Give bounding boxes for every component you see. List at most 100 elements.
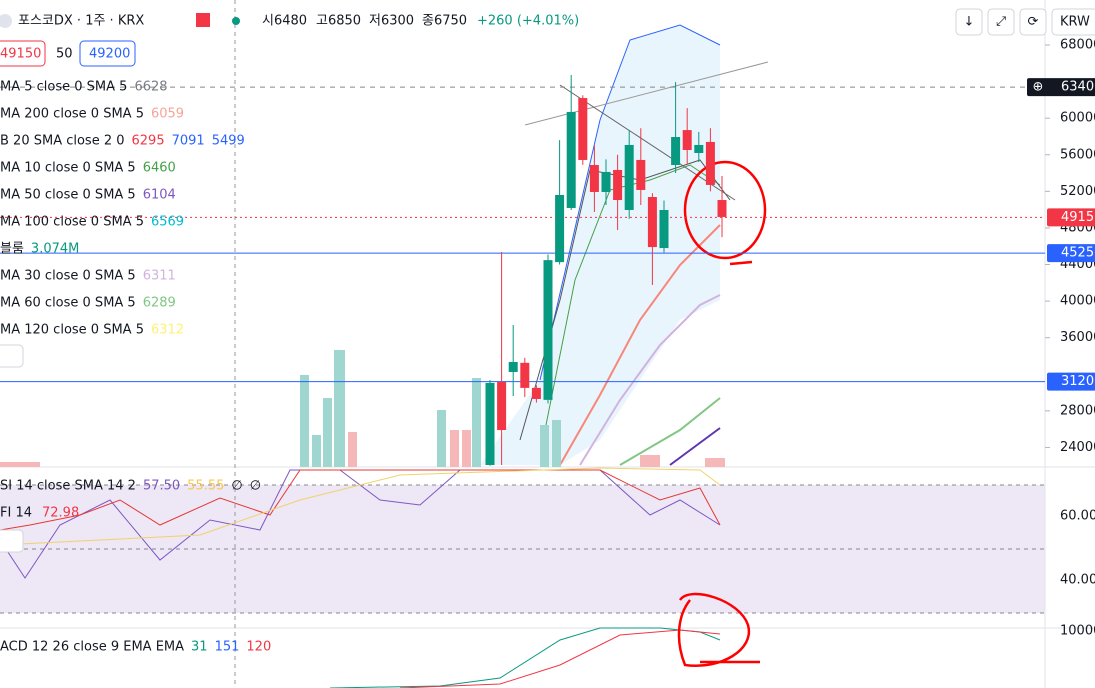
legend-value: 6311 bbox=[143, 269, 176, 284]
legend-value: 151 bbox=[215, 640, 240, 655]
candle-body bbox=[671, 137, 681, 165]
buy-button[interactable] bbox=[79, 40, 136, 67]
candle-body bbox=[624, 144, 634, 210]
legend-label: MA 60 close 0 SMA 5 bbox=[0, 296, 136, 311]
button[interactable] bbox=[1019, 8, 1047, 36]
candle-body bbox=[613, 169, 623, 201]
price-tag bbox=[1027, 78, 1095, 97]
legend-value: 6104 bbox=[143, 188, 176, 203]
legend-label: MA 120 close 0 SMA 5 bbox=[0, 323, 144, 338]
legend-value: 55.55 bbox=[187, 479, 224, 494]
legend-value: 6312 bbox=[151, 323, 184, 338]
candle-body bbox=[694, 144, 704, 154]
y-tick-label: 60000 bbox=[1060, 111, 1095, 126]
rsi-label: SI 14 close SMA 14 2 bbox=[0, 479, 136, 494]
logo bbox=[0, 14, 12, 28]
macd-signal bbox=[399, 629, 721, 688]
candle-body bbox=[705, 141, 715, 185]
icon: ⊕ bbox=[1033, 80, 1044, 95]
ma-line bbox=[559, 224, 721, 466]
y-tick-label: 28000 bbox=[1060, 403, 1095, 418]
price-tag-label: 31200 bbox=[1061, 374, 1095, 389]
flag[interactable] bbox=[196, 13, 210, 27]
collapse-button[interactable] bbox=[0, 344, 24, 368]
candle-body bbox=[520, 362, 530, 388]
currency: KRW bbox=[1060, 15, 1090, 30]
macd-label: ACD 12 26 close 9 EMA EMA bbox=[0, 640, 184, 655]
legend-value: 3.074M bbox=[31, 242, 79, 257]
ma-line bbox=[619, 397, 721, 466]
toolbar bbox=[955, 8, 1095, 36]
y-tick-label: 68000 bbox=[1060, 37, 1095, 52]
ohlc-low: 저6300 bbox=[369, 14, 414, 29]
ma-line bbox=[669, 427, 721, 466]
currency-select[interactable] bbox=[1051, 8, 1095, 36]
rsi-tick: 60.00 bbox=[1060, 509, 1095, 524]
trendline bbox=[524, 61, 769, 126]
symbol: 포스코DX · 1주 · KRX bbox=[18, 14, 144, 29]
legend-label: MA 100 close 0 SMA 5 bbox=[0, 215, 144, 230]
legend-value: 6460 bbox=[143, 161, 176, 176]
y-tick-label: 36000 bbox=[1060, 330, 1095, 345]
rsi-sma bbox=[0, 467, 721, 546]
ohlc-high: 고6850 bbox=[316, 14, 361, 29]
button[interactable] bbox=[955, 8, 983, 36]
ohlc-close: 종6750 bbox=[422, 14, 467, 29]
candle-body bbox=[531, 387, 541, 399]
candle-body bbox=[578, 98, 588, 160]
ohlc-open: 시6480 bbox=[262, 14, 307, 29]
y-tick-label: 40000 bbox=[1060, 294, 1095, 309]
mfi-label: FI 14 bbox=[0, 506, 32, 521]
legend-value: 6569 bbox=[151, 215, 184, 230]
y-tick-label: 56000 bbox=[1060, 147, 1095, 162]
candle-body bbox=[636, 159, 646, 190]
price-tag bbox=[1047, 372, 1095, 391]
annotation bbox=[677, 592, 760, 668]
mfi-value: 72.98 bbox=[42, 506, 79, 521]
legend-label: MA 200 close 0 SMA 5 bbox=[0, 107, 144, 122]
legend-label: B 20 SMA close 2 0 bbox=[0, 134, 125, 149]
rsi-tick: 40.00 bbox=[1060, 573, 1095, 588]
legend-label: 블룸 bbox=[0, 242, 24, 257]
y-tick-label: 24000 bbox=[1060, 440, 1095, 455]
ma-line bbox=[579, 294, 721, 466]
legend-value: 5499 bbox=[212, 134, 245, 149]
legend-value: 6628 bbox=[134, 80, 167, 95]
candle-body bbox=[717, 200, 727, 217]
sell-button[interactable] bbox=[0, 40, 46, 67]
candle-body bbox=[647, 197, 657, 248]
legend-value: ∅ bbox=[250, 479, 261, 494]
ask: 49200 bbox=[89, 47, 130, 62]
candle-body bbox=[485, 382, 495, 465]
volume bbox=[0, 430, 725, 467]
price-tag bbox=[1047, 208, 1095, 227]
candle-body bbox=[566, 111, 576, 208]
icon: ↓ bbox=[964, 15, 975, 30]
price-tag-label: 45250 bbox=[1061, 246, 1095, 261]
mfi-line bbox=[0, 469, 721, 531]
legend-label: MA 50 close 0 SMA 5 bbox=[0, 188, 136, 203]
change: +260 (+4.01%) bbox=[477, 14, 579, 29]
legend-value: 120 bbox=[246, 640, 271, 655]
candle-body bbox=[508, 362, 518, 372]
candle-body bbox=[682, 130, 692, 150]
candle-body bbox=[555, 194, 565, 263]
legend-value: 6059 bbox=[151, 107, 184, 122]
price-tag bbox=[1047, 244, 1095, 263]
bollinger-band bbox=[480, 25, 720, 465]
legend-value: 6295 bbox=[132, 134, 165, 149]
legend-value: 57.50 bbox=[143, 479, 180, 494]
macd-tick: 10000 bbox=[1060, 624, 1095, 639]
collapse-button[interactable] bbox=[0, 529, 24, 553]
legend-value: 7091 bbox=[172, 134, 205, 149]
price-tag-label: 49150 bbox=[1061, 210, 1095, 225]
button[interactable] bbox=[987, 8, 1015, 36]
icon: ⟳ bbox=[1028, 15, 1039, 30]
candle-body bbox=[659, 209, 669, 249]
spread: 50 bbox=[56, 47, 73, 62]
legend-value: 31 bbox=[191, 640, 208, 655]
candle-body bbox=[497, 382, 507, 431]
volume bbox=[300, 350, 561, 467]
bb-upper bbox=[539, 24, 721, 381]
